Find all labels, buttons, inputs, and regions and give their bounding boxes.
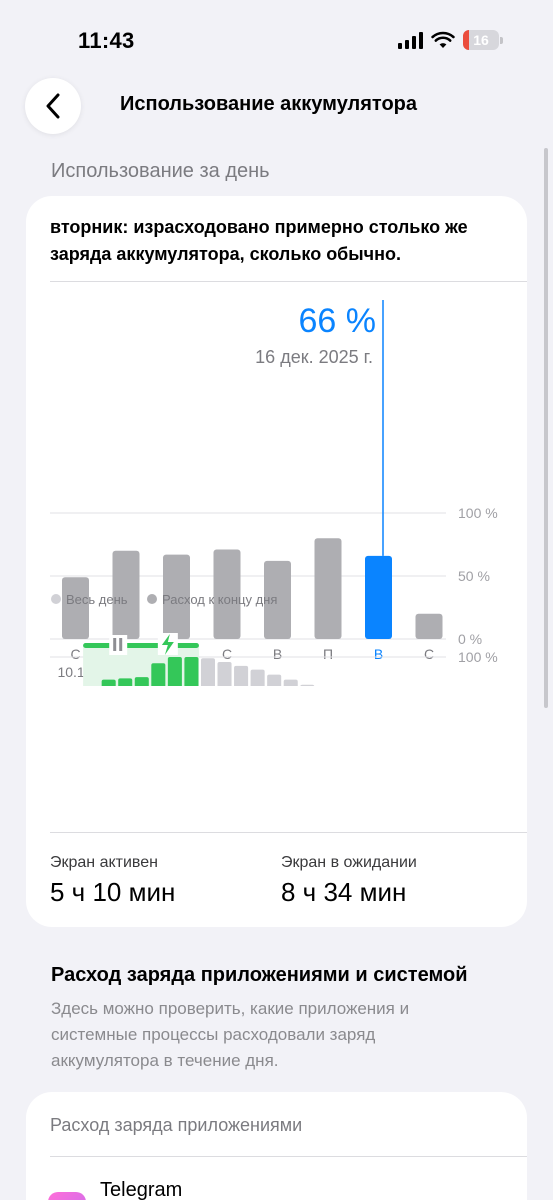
weekday-label: В — [273, 646, 282, 662]
daily-usage-card: вторник: израсходовано примерно столько … — [26, 196, 527, 927]
weekday-bar — [213, 549, 241, 639]
page-title: Использование аккумулятора — [120, 93, 418, 115]
daily-battery-chart[interactable]: 100 %50 %0 %66 %16 дек. 2025 г.СЧПСВПВС1… — [26, 286, 527, 686]
wifi-icon — [431, 31, 455, 48]
weekday-bar — [415, 613, 443, 639]
cellular-signal-icon — [398, 31, 423, 49]
weekday-bar — [264, 560, 291, 639]
tooltip-value: 66 % — [299, 302, 377, 340]
screen-on-label: Экран активен — [50, 854, 158, 871]
hour-bar — [151, 663, 166, 686]
y-tick-label: 100 % — [458, 649, 498, 665]
hour-bar — [134, 677, 149, 686]
screen-on-value: 5 ч 10 мин — [50, 877, 176, 907]
hour-bar — [283, 679, 298, 686]
telegram-app-icon[interactable] — [48, 1192, 86, 1200]
tooltip-date: 16 дек. 2025 г. — [255, 347, 373, 367]
legend-item: Расход к концу дня — [162, 592, 277, 607]
divider — [50, 832, 527, 833]
hour-bar — [217, 662, 232, 686]
scrollbar[interactable] — [544, 148, 548, 708]
hour-bar — [234, 665, 249, 686]
hour-bar — [101, 679, 116, 686]
divider — [50, 281, 527, 282]
hour-bar — [184, 657, 199, 686]
legend-item: Весь день — [66, 592, 128, 607]
hour-bar — [167, 657, 182, 686]
legend-swatch — [51, 594, 61, 604]
weekday-label: С — [222, 646, 232, 662]
hour-bar — [200, 658, 215, 686]
app-name[interactable]: Telegram — [100, 1179, 183, 1200]
status-icons: 16 — [398, 30, 503, 50]
y-tick-label: 50 % — [458, 568, 490, 584]
pause-icon-bg — [109, 635, 128, 655]
weekday-bar — [62, 577, 89, 639]
screen-off-value: 8 ч 34 мин — [281, 877, 407, 907]
weekday-label: С — [424, 646, 434, 662]
weekday-label: С — [70, 646, 80, 662]
pause-icon — [119, 638, 123, 651]
y-tick-label: 0 % — [458, 631, 482, 647]
battery-icon: 16 — [463, 30, 503, 50]
hour-bar — [250, 669, 265, 686]
hour-bar — [118, 678, 133, 686]
apps-card-title: Расход заряда приложениями — [50, 1115, 303, 1135]
weekday-bar — [314, 538, 342, 639]
weekday-label: П — [323, 646, 333, 662]
status-bar: 11:43 16 — [0, 0, 553, 80]
hour-bar — [300, 684, 315, 686]
usage-summary: вторник: израсходовано примерно столько … — [50, 217, 468, 264]
weekday-bar — [163, 554, 190, 639]
weekday-label: В — [374, 646, 383, 662]
hour-bar — [267, 674, 282, 686]
battery-level: 16 — [473, 32, 489, 48]
apps-usage-card: Расход заряда приложениями Telegram — [26, 1092, 527, 1200]
apps-section-description: Здесь можно проверить, какие приложения … — [51, 999, 410, 1070]
status-time: 11:43 — [78, 28, 135, 53]
pause-icon — [113, 638, 117, 651]
apps-section-title: Расход заряда приложениями и системой — [51, 964, 468, 986]
weekday-bar — [112, 550, 140, 639]
divider — [50, 1156, 527, 1157]
section-title: Использование за день — [51, 160, 270, 182]
legend-swatch — [147, 594, 157, 604]
chevron-left-icon — [46, 93, 60, 119]
y-tick-label: 100 % — [458, 505, 498, 521]
bolt-icon — [161, 634, 174, 655]
charging-indicator — [83, 643, 199, 648]
weekday-bar — [365, 555, 392, 639]
screen-off-label: Экран в ожидании — [281, 854, 417, 871]
back-button[interactable] — [25, 78, 81, 134]
battery-fill — [463, 30, 469, 50]
